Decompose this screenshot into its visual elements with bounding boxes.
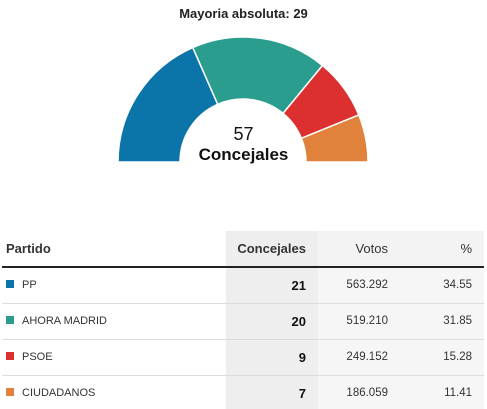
party-color-swatch [6, 315, 14, 324]
header-votes: Votos [318, 231, 402, 268]
majority-label: Mayoria absoluta: 29 [179, 6, 308, 21]
seats-cell: 21 [226, 267, 318, 304]
results-table: Partido Concejales Votos % PP 21 563.292… [2, 231, 484, 409]
header-seats: Concejales [226, 231, 318, 268]
seat-chart: 57 Concejales [0, 28, 487, 168]
table-row: CIUDADANOS 7 186.059 11.41 [2, 375, 484, 409]
table-row: PP 21 563.292 34.55 [2, 267, 484, 304]
votes-cell: 249.152 [318, 339, 402, 376]
party-color-swatch [6, 351, 14, 360]
pct-cell: 34.55 [402, 267, 484, 304]
party-cell: PSOE [2, 339, 226, 376]
seats-cell: 9 [226, 339, 318, 376]
party-color-swatch [6, 387, 14, 396]
votes-cell: 186.059 [318, 375, 402, 409]
seat-segment-ciudadanos [300, 113, 369, 163]
total-seats: 57 [233, 124, 254, 144]
header-party: Partido [2, 231, 226, 268]
party-cell: PP [2, 267, 226, 304]
party-name: PSOE [22, 350, 53, 363]
party-name: PP [22, 279, 37, 292]
table-row: AHORA MADRID 20 519.210 31.85 [2, 303, 484, 340]
hemicycle-svg [117, 36, 369, 163]
party-cell: AHORA MADRID [2, 303, 226, 340]
seats-cell: 20 [226, 303, 318, 340]
header-pct: % [402, 231, 484, 268]
total-seats-label: Concejales [198, 145, 289, 164]
table-row: PSOE 9 249.152 15.28 [2, 339, 484, 376]
party-color-swatch [6, 280, 14, 289]
table-header-row: Partido Concejales Votos % [2, 231, 484, 268]
pct-cell: 11.41 [402, 375, 484, 409]
seats-cell: 7 [226, 375, 318, 409]
votes-cell: 563.292 [318, 267, 402, 304]
pct-cell: 31.85 [402, 303, 484, 340]
party-name: CIUDADANOS [22, 386, 96, 399]
party-cell: CIUDADANOS [2, 375, 226, 409]
party-name: AHORA MADRID [22, 314, 107, 327]
pct-cell: 15.28 [402, 339, 484, 376]
votes-cell: 519.210 [318, 303, 402, 340]
